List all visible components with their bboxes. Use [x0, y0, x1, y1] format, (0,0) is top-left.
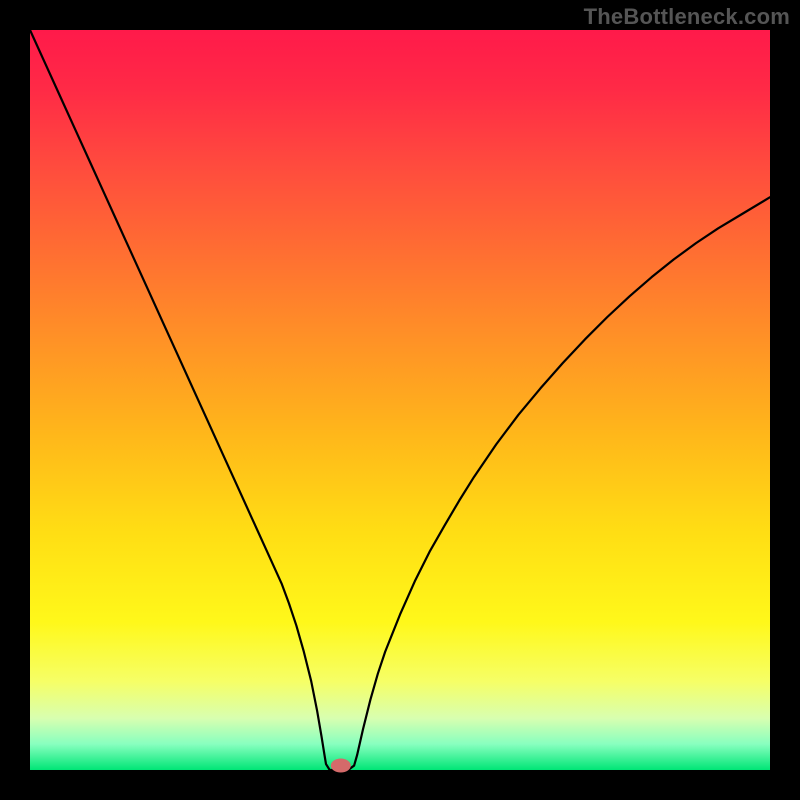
chart-gradient-bg	[30, 30, 770, 770]
chart-container: TheBottleneck.com	[0, 0, 800, 800]
bottleneck-chart	[0, 0, 800, 800]
optimal-point-marker	[331, 759, 351, 773]
watermark-text: TheBottleneck.com	[584, 4, 790, 30]
